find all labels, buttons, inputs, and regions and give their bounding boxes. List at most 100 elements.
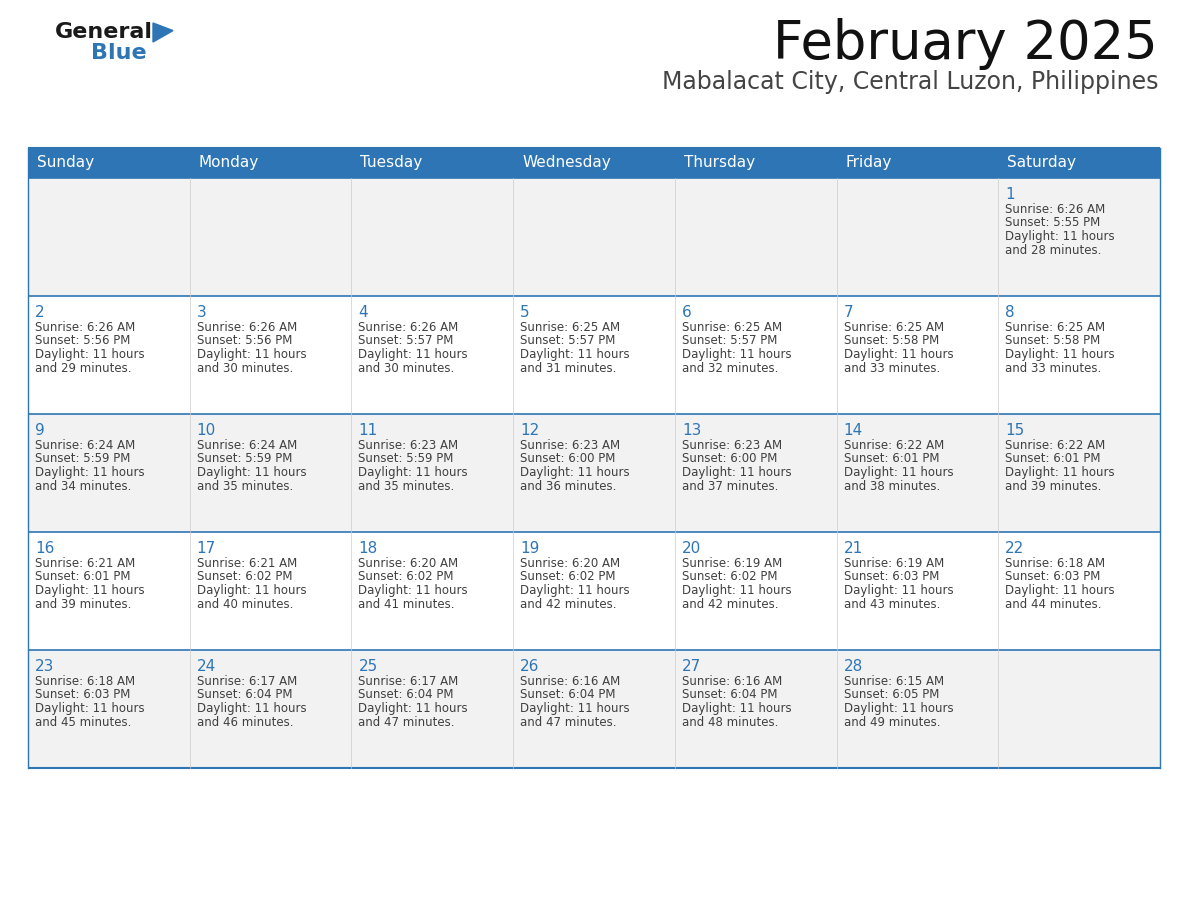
Text: Sunrise: 6:26 AM: Sunrise: 6:26 AM — [34, 321, 135, 334]
Text: Daylight: 11 hours: Daylight: 11 hours — [520, 584, 630, 597]
Text: Sunrise: 6:24 AM: Sunrise: 6:24 AM — [34, 439, 135, 452]
Text: Sunset: 5:55 PM: Sunset: 5:55 PM — [1005, 217, 1100, 230]
Text: Sunset: 6:02 PM: Sunset: 6:02 PM — [682, 570, 777, 584]
Text: Sunday: Sunday — [37, 155, 94, 171]
Bar — [836, 148, 998, 178]
Text: Daylight: 11 hours: Daylight: 11 hours — [843, 702, 953, 715]
Text: Friday: Friday — [846, 155, 892, 171]
Text: Sunrise: 6:17 AM: Sunrise: 6:17 AM — [359, 675, 459, 688]
Text: and 47 minutes.: and 47 minutes. — [359, 715, 455, 729]
Text: Daylight: 11 hours: Daylight: 11 hours — [197, 466, 307, 479]
Text: 26: 26 — [520, 659, 539, 674]
Text: Daylight: 11 hours: Daylight: 11 hours — [682, 584, 791, 597]
Text: Sunset: 6:04 PM: Sunset: 6:04 PM — [359, 688, 454, 701]
Text: Wednesday: Wednesday — [523, 155, 611, 171]
Text: Daylight: 11 hours: Daylight: 11 hours — [843, 348, 953, 361]
Text: 3: 3 — [197, 305, 207, 320]
Text: Sunset: 5:57 PM: Sunset: 5:57 PM — [682, 334, 777, 348]
Text: Daylight: 11 hours: Daylight: 11 hours — [1005, 230, 1114, 243]
Text: 14: 14 — [843, 423, 862, 438]
Text: Sunset: 6:00 PM: Sunset: 6:00 PM — [520, 453, 615, 465]
Text: Sunset: 6:02 PM: Sunset: 6:02 PM — [520, 570, 615, 584]
Text: Sunrise: 6:26 AM: Sunrise: 6:26 AM — [197, 321, 297, 334]
Text: 22: 22 — [1005, 541, 1024, 556]
Text: Sunset: 6:03 PM: Sunset: 6:03 PM — [34, 688, 131, 701]
Text: Sunrise: 6:23 AM: Sunrise: 6:23 AM — [359, 439, 459, 452]
Text: 19: 19 — [520, 541, 539, 556]
Text: and 43 minutes.: and 43 minutes. — [843, 598, 940, 610]
Text: Sunset: 6:03 PM: Sunset: 6:03 PM — [1005, 570, 1100, 584]
Text: Daylight: 11 hours: Daylight: 11 hours — [682, 348, 791, 361]
Text: Sunrise: 6:16 AM: Sunrise: 6:16 AM — [520, 675, 620, 688]
Bar — [29, 414, 1159, 532]
Text: Sunset: 6:00 PM: Sunset: 6:00 PM — [682, 453, 777, 465]
Text: and 30 minutes.: and 30 minutes. — [359, 362, 455, 375]
Polygon shape — [153, 23, 173, 42]
Text: Sunset: 5:58 PM: Sunset: 5:58 PM — [1005, 334, 1100, 348]
Text: Daylight: 11 hours: Daylight: 11 hours — [359, 466, 468, 479]
Text: 20: 20 — [682, 541, 701, 556]
Text: Sunrise: 6:19 AM: Sunrise: 6:19 AM — [843, 557, 943, 570]
Text: Daylight: 11 hours: Daylight: 11 hours — [197, 584, 307, 597]
Text: 23: 23 — [34, 659, 55, 674]
Text: and 34 minutes.: and 34 minutes. — [34, 479, 132, 492]
Text: and 30 minutes.: and 30 minutes. — [197, 362, 293, 375]
Text: Thursday: Thursday — [684, 155, 756, 171]
Text: Sunrise: 6:15 AM: Sunrise: 6:15 AM — [843, 675, 943, 688]
Text: Sunset: 5:56 PM: Sunset: 5:56 PM — [34, 334, 131, 348]
Text: Sunrise: 6:23 AM: Sunrise: 6:23 AM — [682, 439, 782, 452]
Text: and 45 minutes.: and 45 minutes. — [34, 715, 132, 729]
Text: Sunrise: 6:18 AM: Sunrise: 6:18 AM — [34, 675, 135, 688]
Text: and 41 minutes.: and 41 minutes. — [359, 598, 455, 610]
Text: Daylight: 11 hours: Daylight: 11 hours — [1005, 466, 1114, 479]
Text: Sunrise: 6:22 AM: Sunrise: 6:22 AM — [843, 439, 943, 452]
Bar — [29, 178, 1159, 296]
Text: and 47 minutes.: and 47 minutes. — [520, 715, 617, 729]
Text: Daylight: 11 hours: Daylight: 11 hours — [34, 466, 145, 479]
Bar — [29, 148, 190, 178]
Text: Sunset: 6:04 PM: Sunset: 6:04 PM — [197, 688, 292, 701]
Text: Sunrise: 6:25 AM: Sunrise: 6:25 AM — [843, 321, 943, 334]
Text: and 46 minutes.: and 46 minutes. — [197, 715, 293, 729]
Text: and 33 minutes.: and 33 minutes. — [843, 362, 940, 375]
Text: Sunrise: 6:16 AM: Sunrise: 6:16 AM — [682, 675, 782, 688]
Text: 27: 27 — [682, 659, 701, 674]
Bar — [675, 148, 836, 178]
Bar — [190, 148, 352, 178]
Text: Daylight: 11 hours: Daylight: 11 hours — [34, 702, 145, 715]
Text: 11: 11 — [359, 423, 378, 438]
Text: Sunrise: 6:23 AM: Sunrise: 6:23 AM — [520, 439, 620, 452]
Text: 17: 17 — [197, 541, 216, 556]
Text: 25: 25 — [359, 659, 378, 674]
Text: Sunrise: 6:18 AM: Sunrise: 6:18 AM — [1005, 557, 1105, 570]
Text: Sunrise: 6:22 AM: Sunrise: 6:22 AM — [1005, 439, 1106, 452]
Text: Daylight: 11 hours: Daylight: 11 hours — [843, 584, 953, 597]
Text: Sunset: 6:01 PM: Sunset: 6:01 PM — [1005, 453, 1101, 465]
Text: and 48 minutes.: and 48 minutes. — [682, 715, 778, 729]
Bar — [513, 148, 675, 178]
Text: Sunset: 5:59 PM: Sunset: 5:59 PM — [197, 453, 292, 465]
Text: and 42 minutes.: and 42 minutes. — [682, 598, 778, 610]
Text: Sunrise: 6:19 AM: Sunrise: 6:19 AM — [682, 557, 782, 570]
Text: Daylight: 11 hours: Daylight: 11 hours — [197, 348, 307, 361]
Text: Sunrise: 6:25 AM: Sunrise: 6:25 AM — [682, 321, 782, 334]
Text: Sunset: 5:56 PM: Sunset: 5:56 PM — [197, 334, 292, 348]
Text: Sunrise: 6:17 AM: Sunrise: 6:17 AM — [197, 675, 297, 688]
Text: 21: 21 — [843, 541, 862, 556]
Text: 12: 12 — [520, 423, 539, 438]
Text: and 29 minutes.: and 29 minutes. — [34, 362, 132, 375]
Text: Sunrise: 6:20 AM: Sunrise: 6:20 AM — [359, 557, 459, 570]
Text: Sunrise: 6:20 AM: Sunrise: 6:20 AM — [520, 557, 620, 570]
Text: Sunrise: 6:26 AM: Sunrise: 6:26 AM — [1005, 203, 1106, 216]
Bar — [998, 148, 1159, 178]
Text: Blue: Blue — [91, 43, 146, 63]
Bar — [352, 148, 513, 178]
Text: and 33 minutes.: and 33 minutes. — [1005, 362, 1101, 375]
Text: Daylight: 11 hours: Daylight: 11 hours — [359, 348, 468, 361]
Text: Daylight: 11 hours: Daylight: 11 hours — [1005, 348, 1114, 361]
Text: Daylight: 11 hours: Daylight: 11 hours — [843, 466, 953, 479]
Text: and 35 minutes.: and 35 minutes. — [359, 479, 455, 492]
Text: and 28 minutes.: and 28 minutes. — [1005, 243, 1101, 256]
Text: 2: 2 — [34, 305, 45, 320]
Text: 6: 6 — [682, 305, 691, 320]
